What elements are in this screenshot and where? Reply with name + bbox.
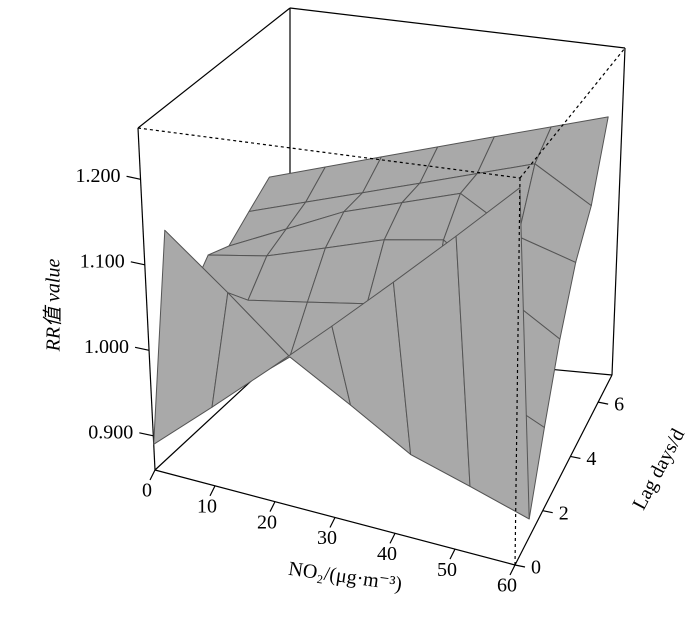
y-tick-label: 4 [586, 448, 596, 470]
z-tick [139, 432, 154, 437]
x-tick-label: 30 [317, 527, 337, 549]
x-tick [449, 548, 456, 560]
z-tick [130, 261, 145, 266]
z-tick [134, 346, 150, 351]
y-axis-label: Lag days/d [628, 425, 689, 513]
z-axis-label: RR值 value [43, 259, 65, 353]
x-tick-label: 0 [142, 480, 152, 502]
x-tick [509, 564, 516, 576]
box-edge [137, 127, 521, 179]
y-tick [542, 510, 553, 514]
z-tick-label: 1.100 [80, 250, 125, 272]
z-tick [126, 175, 141, 180]
surface-patch [455, 187, 530, 520]
y-tick [598, 401, 609, 405]
y-tick [514, 564, 526, 568]
box-edge [137, 7, 291, 129]
x-tick [389, 533, 396, 544]
box-edge [137, 127, 156, 471]
x-tick [209, 485, 216, 497]
x-tick-label: 20 [257, 511, 277, 533]
x-tick-label: 50 [437, 559, 457, 581]
box-edge [289, 7, 626, 49]
x-tick-label: 10 [197, 495, 217, 517]
x-tick [149, 469, 156, 481]
z-tick-label: 1.200 [76, 165, 121, 187]
x-tick-label: 60 [497, 575, 517, 597]
box-edge [519, 47, 626, 179]
y-tick-label: 0 [531, 557, 541, 579]
x-tick [269, 501, 276, 512]
y-tick-label: 2 [559, 502, 569, 524]
x-tick-label: 40 [377, 543, 397, 565]
box-edge [514, 374, 613, 566]
x-tick [329, 517, 336, 528]
y-tick-label: 6 [614, 394, 624, 416]
y-tick [570, 455, 581, 460]
z-tick-label: 0.900 [88, 421, 133, 443]
z-tick-label: 1.000 [84, 336, 129, 358]
box-edge [611, 47, 626, 376]
box-edge [514, 177, 521, 566]
